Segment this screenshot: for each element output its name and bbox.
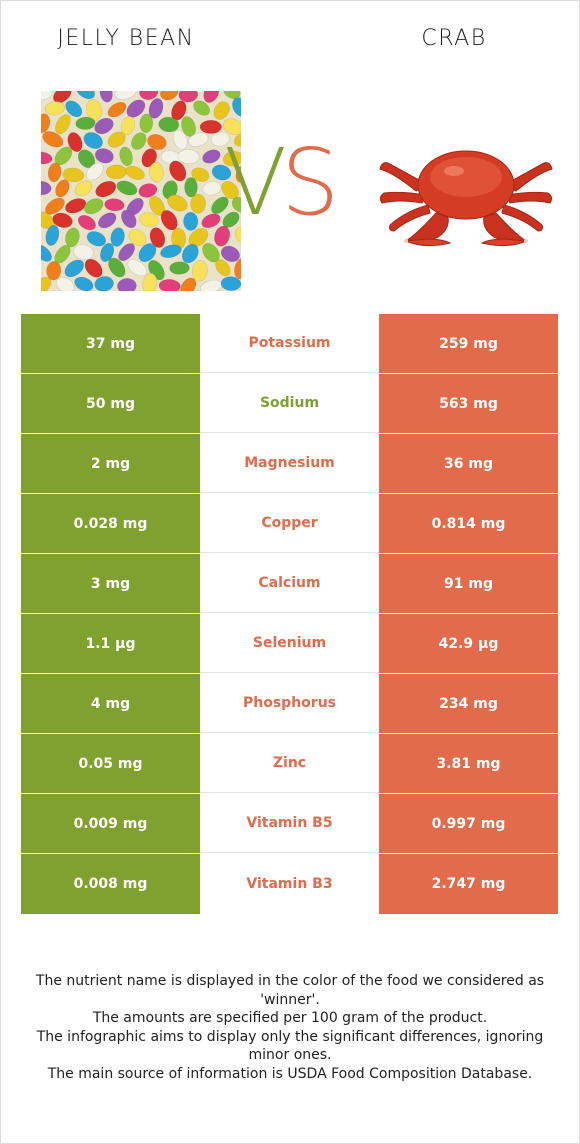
nutrient-name: Zinc [200,734,379,793]
table-row: 0.008 mg Vitamin B3 2.747 mg [21,854,558,914]
left-value: 0.009 mg [21,794,200,853]
nutrient-name: Magnesium [200,434,379,493]
jelly-bean-image [41,91,241,291]
right-value: 42.9 µg [379,614,558,673]
table-row: 2 mg Magnesium 36 mg [21,434,558,494]
right-value: 3.81 mg [379,734,558,793]
footer-line-3: The infographic aims to display only the… [36,1028,544,1064]
right-food-title: CRAB [421,26,487,51]
footer-notes: The nutrient name is displayed in the co… [20,972,560,1083]
left-value: 50 mg [21,374,200,433]
vs-s: S [280,129,339,236]
table-row: 0.028 mg Copper 0.814 mg [21,494,558,554]
nutrient-name: Copper [200,494,379,553]
left-value: 1.1 µg [21,614,200,673]
left-value: 4 mg [21,674,200,733]
nutrient-name: Potassium [200,314,379,373]
nutrient-name: Vitamin B3 [200,854,379,914]
right-value: 259 mg [379,314,558,373]
right-value: 91 mg [379,554,558,613]
table-row: 4 mg Phosphorus 234 mg [21,674,558,734]
footer-line-2: The amounts are specified per 100 gram o… [92,1010,488,1026]
table-row: 0.009 mg Vitamin B5 0.997 mg [21,794,558,854]
right-value: 0.997 mg [379,794,558,853]
crab-image [379,150,553,247]
left-value: 3 mg [21,554,200,613]
left-value: 2 mg [21,434,200,493]
nutrient-name: Calcium [200,554,379,613]
left-value: 0.05 mg [21,734,200,793]
nutrient-name: Phosphorus [200,674,379,733]
left-value: 0.028 mg [21,494,200,553]
left-value: 0.008 mg [21,854,200,914]
table-row: 37 mg Potassium 259 mg [21,314,558,374]
footer-line-4: The main source of information is USDA F… [47,1065,533,1082]
left-value: 37 mg [21,314,200,373]
table-row: 1.1 µg Selenium 42.9 µg [21,614,558,674]
vs-v: V [224,129,287,236]
left-food-title: JELLY BEAN [57,26,195,51]
vs-label: VS [224,128,354,238]
nutrient-name: Selenium [200,614,379,673]
right-value: 234 mg [379,674,558,733]
right-value: 0.814 mg [379,494,558,553]
nutrient-table: 37 mg Potassium 259 mg 50 mg Sodium 563 mg 2 m… [21,314,558,914]
right-value: 563 mg [379,374,558,433]
right-value: 2.747 mg [379,854,558,914]
table-row: 3 mg Calcium 91 mg [21,554,558,614]
nutrient-name: Sodium [200,374,379,433]
footer-line-1: The nutrient name is displayed in the co… [35,973,545,1008]
right-value: 36 mg [379,434,558,493]
table-row: 50 mg Sodium 563 mg [21,374,558,434]
nutrient-name: Vitamin B5 [200,794,379,853]
table-row: 0.05 mg Zinc 3.81 mg [21,734,558,794]
